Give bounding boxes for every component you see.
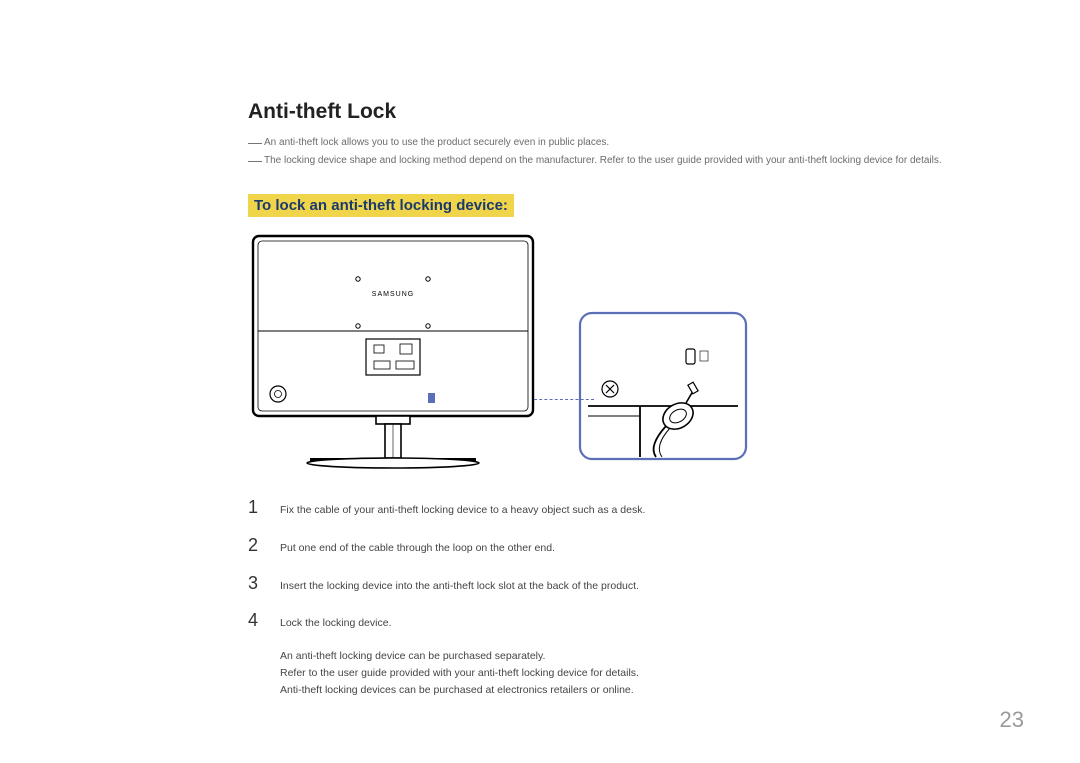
step-number: 1: [248, 497, 262, 518]
step-text: Insert the locking device into the anti-…: [280, 579, 639, 595]
page-number: 23: [1000, 707, 1024, 733]
page-title: Anti-theft Lock: [248, 100, 1024, 124]
diagram-row: SAMSUNG: [248, 231, 1024, 471]
step-text: Lock the locking device.: [280, 616, 391, 632]
steps-list: 1 Fix the cable of your anti-theft locki…: [248, 497, 1024, 698]
footnote-line: An anti-theft locking device can be purc…: [280, 648, 1024, 665]
step-row: 2 Put one end of the cable through the l…: [248, 535, 1024, 557]
step-number: 2: [248, 535, 262, 556]
note-dash-icon: ―: [248, 135, 264, 149]
note-dash-icon: ―: [248, 153, 264, 167]
step-text: Put one end of the cable through the loo…: [280, 541, 555, 557]
step-number: 4: [248, 610, 262, 631]
connector-dashed-line: [534, 399, 594, 400]
monitor-back-illustration: SAMSUNG: [248, 231, 538, 471]
step-row: 3 Insert the locking device into the ant…: [248, 573, 1024, 595]
step-number: 3: [248, 573, 262, 594]
note-text: The locking device shape and locking met…: [264, 154, 942, 168]
note-line: ― An anti-theft lock allows you to use t…: [248, 136, 1024, 150]
note-text: An anti-theft lock allows you to use the…: [264, 136, 609, 150]
subheading-highlight: To lock an anti-theft locking device:: [248, 194, 514, 217]
note-line: ― The locking device shape and locking m…: [248, 154, 1024, 168]
lock-detail-illustration: [578, 311, 748, 461]
step-text: Fix the cable of your anti-theft locking…: [280, 503, 645, 519]
footnote-line: Anti-theft locking devices can be purcha…: [280, 682, 1024, 699]
monitor-brand-label: SAMSUNG: [372, 291, 414, 298]
footnote-line: Refer to the user guide provided with yo…: [280, 665, 1024, 682]
footnotes: An anti-theft locking device can be purc…: [280, 648, 1024, 698]
step-row: 4 Lock the locking device.: [248, 610, 1024, 632]
step-row: 1 Fix the cable of your anti-theft locki…: [248, 497, 1024, 519]
